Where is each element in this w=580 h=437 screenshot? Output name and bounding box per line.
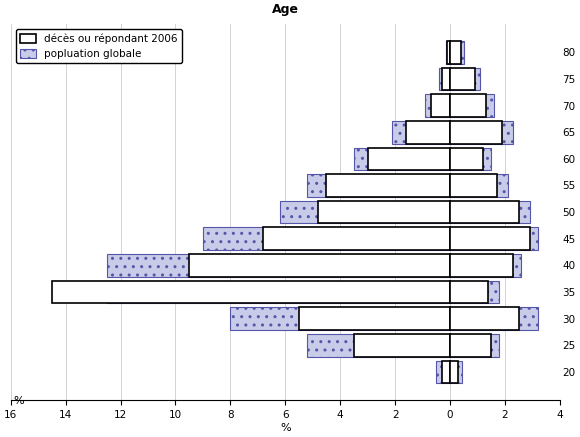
Bar bbox=[450, 121, 502, 143]
Bar bbox=[425, 94, 450, 117]
Bar bbox=[450, 174, 496, 197]
Bar bbox=[263, 227, 450, 250]
Bar bbox=[406, 121, 450, 143]
Bar bbox=[450, 201, 519, 223]
Bar bbox=[450, 334, 491, 357]
Bar bbox=[450, 41, 461, 64]
Bar bbox=[450, 254, 521, 277]
Bar bbox=[450, 94, 485, 117]
Legend: décès ou répondant 2006, popluation globale: décès ou répondant 2006, popluation glob… bbox=[16, 29, 182, 63]
Bar bbox=[450, 68, 474, 90]
Text: %: % bbox=[13, 396, 24, 406]
Bar bbox=[230, 307, 450, 330]
Bar bbox=[450, 201, 530, 223]
Bar bbox=[392, 121, 450, 143]
Bar bbox=[450, 41, 464, 64]
Bar bbox=[436, 361, 450, 383]
Bar bbox=[450, 361, 462, 383]
Bar bbox=[52, 281, 450, 303]
Bar bbox=[189, 254, 450, 277]
Bar bbox=[450, 254, 513, 277]
Bar bbox=[450, 361, 458, 383]
Bar bbox=[446, 41, 450, 64]
Bar bbox=[450, 307, 538, 330]
Bar bbox=[107, 254, 450, 277]
Bar bbox=[431, 94, 450, 117]
Bar bbox=[299, 307, 450, 330]
Bar bbox=[450, 94, 494, 117]
Bar bbox=[307, 174, 450, 197]
Bar bbox=[447, 41, 450, 64]
Bar bbox=[442, 68, 450, 90]
Bar bbox=[354, 334, 450, 357]
Bar bbox=[450, 121, 513, 143]
Bar bbox=[450, 68, 480, 90]
Bar bbox=[450, 307, 519, 330]
Bar bbox=[442, 361, 450, 383]
Bar bbox=[439, 68, 450, 90]
Bar bbox=[450, 281, 499, 303]
Bar bbox=[450, 148, 483, 170]
Bar bbox=[450, 227, 530, 250]
Bar bbox=[450, 174, 508, 197]
Bar bbox=[318, 201, 450, 223]
Bar bbox=[327, 174, 450, 197]
Text: Age: Age bbox=[272, 3, 299, 16]
Bar bbox=[368, 148, 450, 170]
X-axis label: %: % bbox=[280, 423, 291, 433]
Bar bbox=[203, 227, 450, 250]
Bar bbox=[450, 281, 488, 303]
Bar bbox=[354, 148, 450, 170]
Bar bbox=[450, 148, 491, 170]
Bar bbox=[107, 281, 450, 303]
Bar bbox=[280, 201, 450, 223]
Bar bbox=[307, 334, 450, 357]
Bar bbox=[450, 334, 499, 357]
Bar bbox=[450, 227, 538, 250]
